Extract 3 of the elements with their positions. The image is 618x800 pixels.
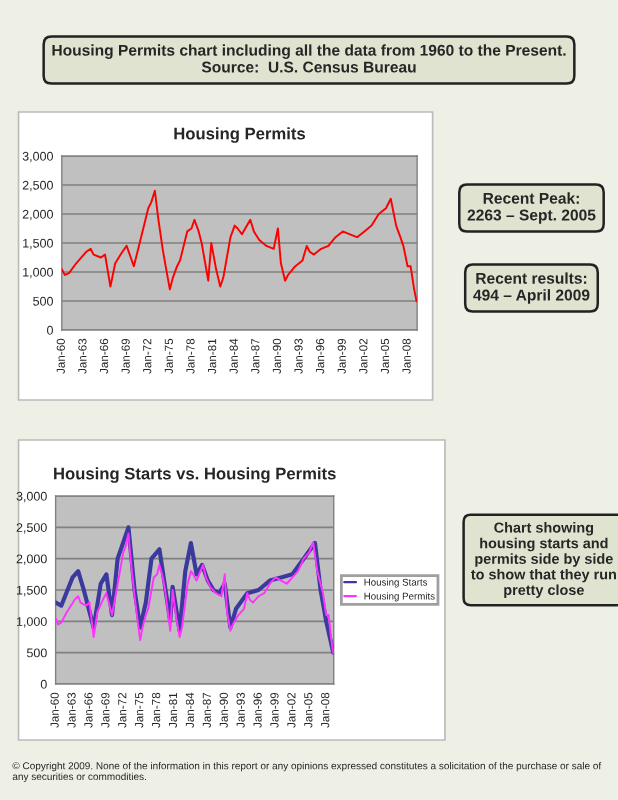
line-series [61, 189, 418, 303]
chart-title: Housing Permits [174, 127, 306, 143]
chart-title: Housing Starts vs. Housing Permits [54, 467, 336, 483]
